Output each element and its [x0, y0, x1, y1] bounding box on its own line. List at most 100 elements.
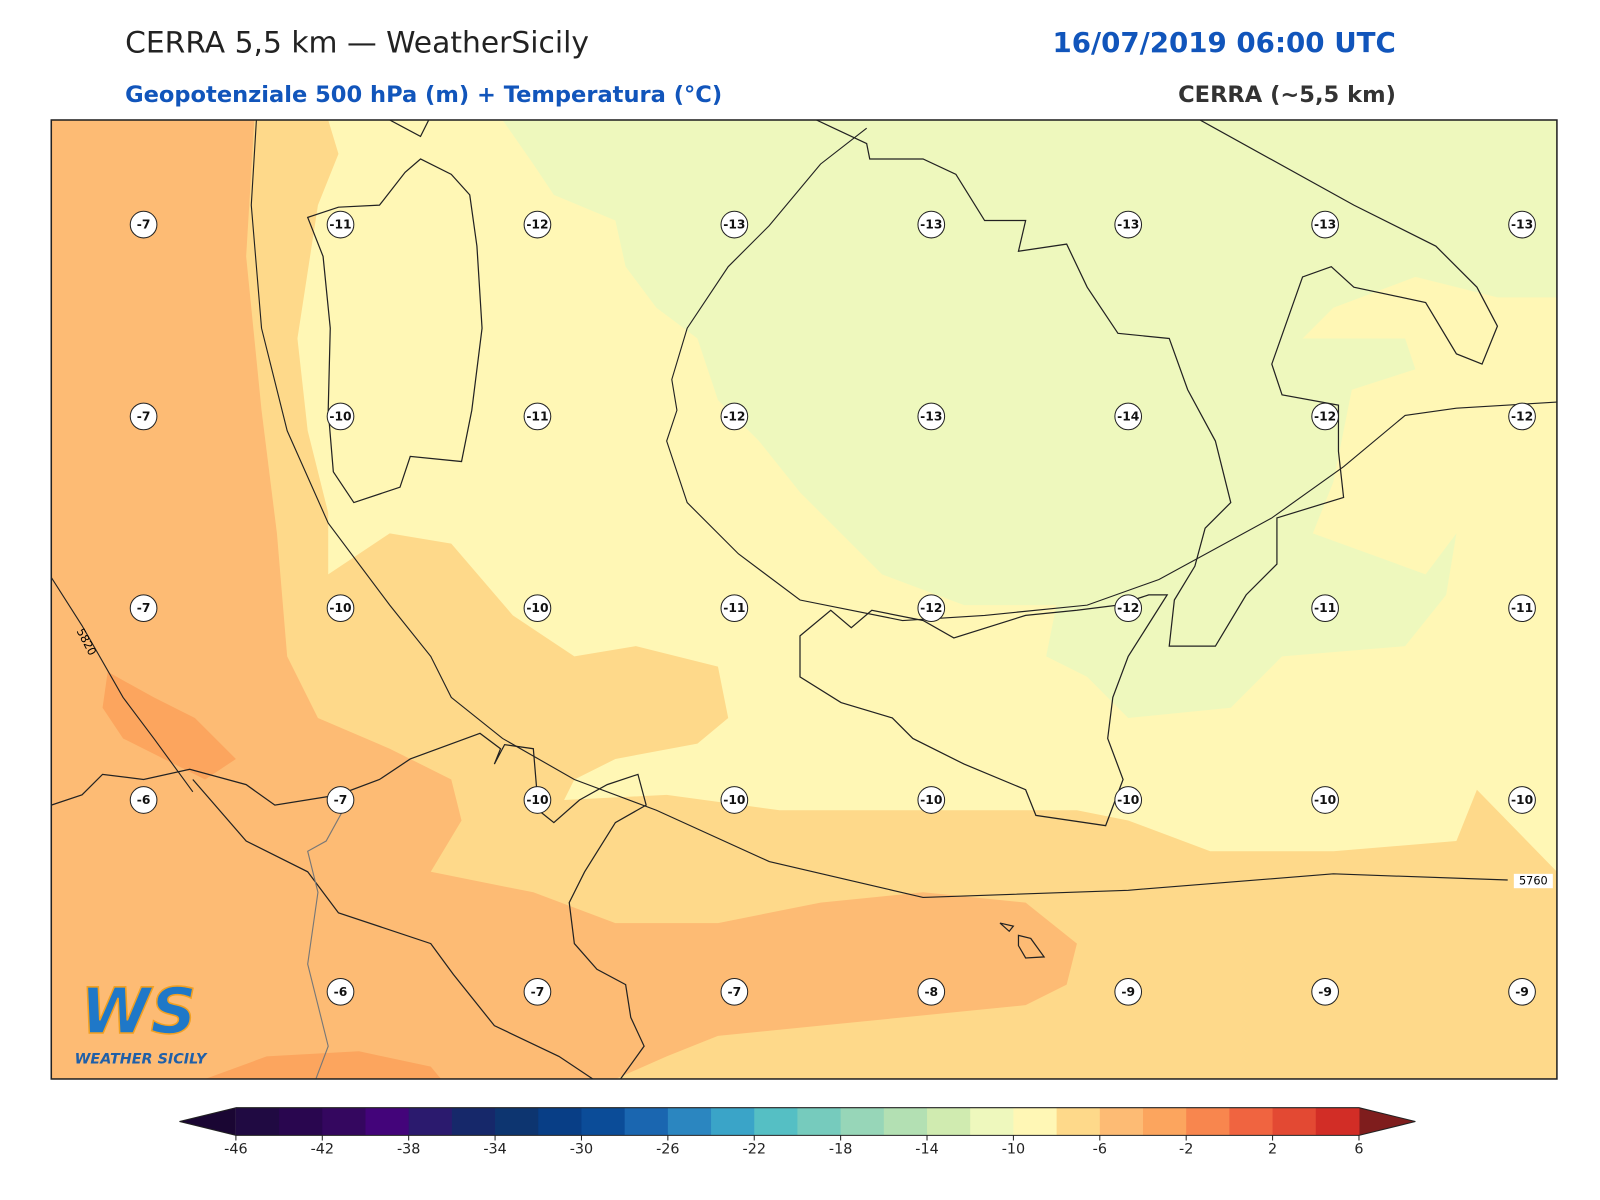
colorbar-segment — [754, 1107, 798, 1136]
temperature-marker — [1508, 402, 1536, 431]
colorbar-tick-label: -6 — [1093, 1142, 1107, 1158]
colorbar-segment — [581, 1107, 626, 1136]
temperature-marker — [523, 594, 552, 623]
map-area: -7 -11 -12 -13 -13 -13 -13 -13 -7 -10 -11 -12 -13 -14… — [51, 119, 1557, 1079]
temperature-marker — [326, 786, 355, 814]
colorbar-tick-label: -18 — [829, 1142, 852, 1158]
coastline-sicily — [799, 594, 1169, 827]
temperature-marker — [1311, 977, 1339, 1006]
temperature-label: -9 — [1121, 985, 1135, 999]
title: CERRA 5,5 km — WeatherSicily — [125, 26, 589, 61]
colorbar-segment — [927, 1107, 971, 1136]
colorbar-segment — [235, 1107, 280, 1136]
temperature-label: -14 — [1117, 409, 1139, 423]
colorbar-tick-label: -10 — [1002, 1142, 1025, 1158]
temperature-marker — [720, 402, 749, 431]
temperature-label: -12 — [1117, 601, 1139, 615]
colorbar-tick-label: -22 — [743, 1142, 766, 1158]
temperature-marker — [1508, 977, 1536, 1006]
temperature-label: -13 — [920, 218, 942, 232]
temperature-marker — [129, 594, 158, 623]
colorbar-segment — [495, 1107, 539, 1136]
field-warmest-patch — [102, 671, 236, 780]
colorbar-tick-label: -14 — [915, 1142, 938, 1158]
temperature-marker — [1508, 210, 1536, 239]
temperature-label: -10 — [723, 793, 745, 807]
temperature-label: -12 — [1314, 409, 1336, 423]
temperature-label: -12 — [526, 218, 548, 232]
temperature-label: -10 — [526, 793, 548, 807]
isohypse-5820 — [51, 577, 194, 793]
temperature-marker — [917, 402, 946, 431]
colorbar-segment — [322, 1107, 366, 1136]
field-warmer — [51, 119, 1077, 1079]
temperature-marker — [1114, 977, 1143, 1006]
temperature-label: -8 — [924, 985, 938, 999]
coastline-italy — [816, 119, 1499, 647]
temperature-label: -12 — [723, 409, 745, 423]
temperature-marker — [326, 210, 355, 239]
temperature-marker — [523, 210, 552, 239]
colorbar-segment — [711, 1107, 755, 1136]
temperature-label: -11 — [723, 601, 745, 615]
colorbar-tick-label: -34 — [483, 1142, 506, 1158]
temperature-marker — [523, 402, 552, 431]
temperature-label: -13 — [920, 409, 942, 423]
temperature-marker — [523, 977, 552, 1006]
temperature-label: -7 — [334, 793, 348, 807]
colorbar: -46 -42 -38 -34 -30 -26 -22 -18 -14 -10 -6 -2 2 6 — [179, 1107, 1416, 1158]
temperature-label: -7 — [531, 985, 545, 999]
colorbar-segment — [1056, 1107, 1101, 1136]
temperature-marker — [129, 786, 158, 814]
temperature-marker — [917, 594, 946, 623]
temperature-marker — [1508, 786, 1536, 814]
temperature-marker — [1508, 594, 1536, 623]
colorbar-segment — [365, 1107, 410, 1136]
border-algeria-tunisia — [192, 779, 594, 1079]
temperature-label: -12 — [920, 601, 942, 615]
colorbar-segment — [797, 1107, 842, 1136]
temperature-marker — [917, 210, 946, 239]
colorbar-tick-label: -42 — [311, 1142, 334, 1158]
temperature-label: -13 — [1117, 218, 1139, 232]
colorbar-segment — [1272, 1107, 1317, 1136]
temperature-label: -9 — [1318, 985, 1332, 999]
border-inland — [307, 799, 350, 1079]
temperature-label: -10 — [329, 409, 351, 423]
colorbar-segment — [279, 1107, 323, 1136]
colorbar-segment — [1142, 1107, 1187, 1136]
temperature-grid: -7 -11 -12 -13 -13 -13 -13 -13 -7 -10 -11 -12 -13 -14… — [129, 210, 1536, 1006]
coastline-corsica — [389, 119, 430, 138]
colorbar-extend-high — [1358, 1107, 1416, 1136]
subtitle: Geopotenziale 500 hPa (m) + Temperatura … — [125, 82, 722, 108]
colorbar-tick-label: -2 — [1179, 1142, 1193, 1158]
temperature-marker — [720, 786, 749, 814]
temperature-marker — [326, 977, 355, 1006]
map-frame — [50, 119, 1558, 1080]
colorbar-segment — [451, 1107, 496, 1136]
colorbar-segment — [624, 1107, 669, 1136]
temperature-label: -12 — [1511, 409, 1533, 423]
temperature-label: -13 — [1314, 218, 1336, 232]
logo-mark: WS — [81, 974, 197, 1048]
coastline-sardinia — [306, 158, 483, 504]
colorbar-tick-label: -26 — [656, 1142, 679, 1158]
temperature-marker — [1311, 402, 1339, 431]
temperature-marker — [129, 402, 158, 431]
temperature-marker — [917, 786, 946, 814]
coastline-malta — [999, 922, 1046, 959]
colorbar-segment — [840, 1107, 885, 1136]
temperature-marker — [326, 402, 355, 431]
logo-text: WEATHER SICILY — [75, 1051, 208, 1067]
logo: WS WEATHER SICILY — [75, 973, 208, 1067]
colorbar-tick-label: -46 — [224, 1142, 247, 1158]
temperature-marker — [1311, 594, 1339, 623]
colorbar-tick-label: 6 — [1354, 1142, 1363, 1158]
temperature-label: -6 — [334, 985, 348, 999]
temperature-marker — [1114, 594, 1143, 623]
colorbar-segment — [1099, 1107, 1144, 1136]
colorbar-segment — [1013, 1107, 1058, 1136]
colorbar-tick-label: 2 — [1268, 1142, 1277, 1158]
